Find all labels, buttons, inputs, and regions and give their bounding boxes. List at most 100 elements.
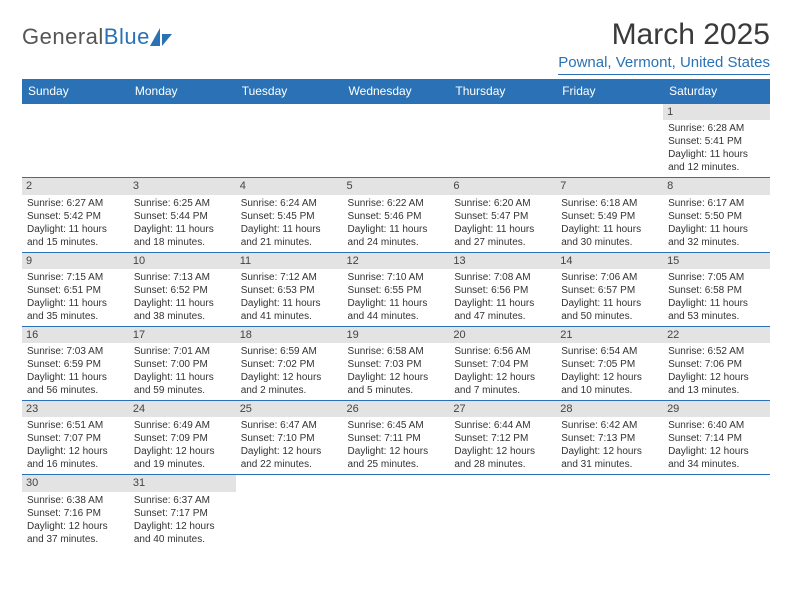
day-number: 20 [449,327,556,343]
day-info: Sunrise: 7:06 AMSunset: 6:57 PMDaylight:… [561,271,658,323]
day-number: 4 [236,178,343,194]
day-number: 17 [129,327,236,343]
empty-cell [343,104,450,178]
day-number: 23 [22,401,129,417]
logo-text: GeneralBlue [22,24,150,50]
day-number: 18 [236,327,343,343]
day-info: Sunrise: 7:01 AMSunset: 7:00 PMDaylight:… [134,345,231,397]
day-info: Sunrise: 7:05 AMSunset: 6:58 PMDaylight:… [668,271,765,323]
empty-cell [236,475,343,549]
day-header: Saturday [663,79,770,104]
day-number: 14 [556,253,663,269]
day-number: 21 [556,327,663,343]
day-number: 27 [449,401,556,417]
day-header: Friday [556,79,663,104]
day-cell: 23 Sunrise: 6:51 AMSunset: 7:07 PMDayligh… [22,401,129,475]
day-number: 3 [129,178,236,194]
day-number: 2 [22,178,129,194]
day-number: 26 [343,401,450,417]
calendar-body: 1 Sunrise: 6:28 AMSunset: 5:41 PMDaylight… [22,104,770,549]
day-info: Sunrise: 6:17 AMSunset: 5:50 PMDaylight:… [668,197,765,249]
day-cell: 12 Sunrise: 7:10 AMSunset: 6:55 PMDayligh… [343,252,450,326]
day-number: 10 [129,253,236,269]
empty-cell [449,104,556,178]
day-cell: 17 Sunrise: 7:01 AMSunset: 7:00 PMDayligh… [129,326,236,400]
day-number: 24 [129,401,236,417]
day-info: Sunrise: 6:28 AMSunset: 5:41 PMDaylight:… [668,122,765,174]
day-cell: 3 Sunrise: 6:25 AMSunset: 5:44 PMDaylight… [129,178,236,252]
day-cell: 16 Sunrise: 7:03 AMSunset: 6:59 PMDayligh… [22,326,129,400]
day-info: Sunrise: 6:27 AMSunset: 5:42 PMDaylight:… [27,197,124,249]
day-info: Sunrise: 6:25 AMSunset: 5:44 PMDaylight:… [134,197,231,249]
calendar-row: 2 Sunrise: 6:27 AMSunset: 5:42 PMDaylight… [22,178,770,252]
day-number: 8 [663,178,770,194]
day-cell: 7 Sunrise: 6:18 AMSunset: 5:49 PMDaylight… [556,178,663,252]
day-info: Sunrise: 6:40 AMSunset: 7:14 PMDaylight:… [668,419,765,471]
empty-cell [449,475,556,549]
day-number: 15 [663,253,770,269]
day-header: Thursday [449,79,556,104]
empty-cell [236,104,343,178]
day-cell: 20Sunrise: 6:56 AMSunset: 7:04 PMDayligh… [449,326,556,400]
day-number: 19 [343,327,450,343]
day-info: Sunrise: 6:20 AMSunset: 5:47 PMDaylight:… [454,197,551,249]
day-cell: 10 Sunrise: 7:13 AMSunset: 6:52 PMDayligh… [129,252,236,326]
calendar-table: SundayMondayTuesdayWednesdayThursdayFrid… [22,79,770,549]
day-number: 1 [663,104,770,120]
day-cell: 13Sunrise: 7:08 AMSunset: 6:56 PMDayligh… [449,252,556,326]
day-number: 30 [22,475,129,491]
title-block: March 2025 Pownal, Vermont, United State… [558,18,770,75]
day-cell: 29 Sunrise: 6:40 AMSunset: 7:14 PMDayligh… [663,401,770,475]
day-cell: 24Sunrise: 6:49 AMSunset: 7:09 PMDayligh… [129,401,236,475]
day-info: Sunrise: 6:18 AMSunset: 5:49 PMDaylight:… [561,197,658,249]
day-info: Sunrise: 7:10 AMSunset: 6:55 PMDaylight:… [348,271,445,323]
day-number: 9 [22,253,129,269]
day-number: 29 [663,401,770,417]
day-cell: 5Sunrise: 6:22 AMSunset: 5:46 PMDaylight… [343,178,450,252]
header: GeneralBlue March 2025 Pownal, Vermont, … [22,18,770,75]
day-info: Sunrise: 6:38 AMSunset: 7:16 PMDaylight:… [27,494,124,546]
calendar-head: SundayMondayTuesdayWednesdayThursdayFrid… [22,79,770,104]
day-info: Sunrise: 6:52 AMSunset: 7:06 PMDaylight:… [668,345,765,397]
calendar-row: 23 Sunrise: 6:51 AMSunset: 7:07 PMDayligh… [22,401,770,475]
day-number: 13 [449,253,556,269]
calendar-row: 1 Sunrise: 6:28 AMSunset: 5:41 PMDaylight… [22,104,770,178]
day-number: 6 [449,178,556,194]
day-cell: 28Sunrise: 6:42 AMSunset: 7:13 PMDayligh… [556,401,663,475]
empty-cell [22,104,129,178]
day-cell: 25Sunrise: 6:47 AMSunset: 7:10 PMDayligh… [236,401,343,475]
day-cell: 26Sunrise: 6:45 AMSunset: 7:11 PMDayligh… [343,401,450,475]
day-cell: 8 Sunrise: 6:17 AMSunset: 5:50 PMDaylight… [663,178,770,252]
day-info: Sunrise: 6:44 AMSunset: 7:12 PMDaylight:… [454,419,551,471]
day-header: Wednesday [343,79,450,104]
day-info: Sunrise: 6:51 AMSunset: 7:07 PMDaylight:… [27,419,124,471]
month-title: March 2025 [558,18,770,52]
calendar-row: 9 Sunrise: 7:15 AMSunset: 6:51 PMDaylight… [22,252,770,326]
day-cell: 4Sunrise: 6:24 AMSunset: 5:45 PMDaylight… [236,178,343,252]
day-cell: 19Sunrise: 6:58 AMSunset: 7:03 PMDayligh… [343,326,450,400]
day-info: Sunrise: 6:54 AMSunset: 7:05 PMDaylight:… [561,345,658,397]
day-info: Sunrise: 6:42 AMSunset: 7:13 PMDaylight:… [561,419,658,471]
day-info: Sunrise: 7:03 AMSunset: 6:59 PMDaylight:… [27,345,124,397]
day-cell: 27 Sunrise: 6:44 AMSunset: 7:12 PMDayligh… [449,401,556,475]
calendar-row: 16 Sunrise: 7:03 AMSunset: 6:59 PMDayligh… [22,326,770,400]
day-cell: 15 Sunrise: 7:05 AMSunset: 6:58 PMDayligh… [663,252,770,326]
day-number: 22 [663,327,770,343]
day-header: Sunday [22,79,129,104]
empty-cell [129,104,236,178]
day-cell: 14 Sunrise: 7:06 AMSunset: 6:57 PMDayligh… [556,252,663,326]
day-info: Sunrise: 7:13 AMSunset: 6:52 PMDaylight:… [134,271,231,323]
day-cell: 2 Sunrise: 6:27 AMSunset: 5:42 PMDaylight… [22,178,129,252]
day-number: 7 [556,178,663,194]
location: Pownal, Vermont, United States [558,54,770,75]
day-number: 25 [236,401,343,417]
day-number: 12 [343,253,450,269]
day-cell: 9 Sunrise: 7:15 AMSunset: 6:51 PMDaylight… [22,252,129,326]
day-info: Sunrise: 7:12 AMSunset: 6:53 PMDaylight:… [241,271,338,323]
day-cell: 1 Sunrise: 6:28 AMSunset: 5:41 PMDaylight… [663,104,770,178]
empty-cell [556,475,663,549]
day-header: Monday [129,79,236,104]
day-info: Sunrise: 6:59 AMSunset: 7:02 PMDaylight:… [241,345,338,397]
day-number: 16 [22,327,129,343]
day-info: Sunrise: 7:15 AMSunset: 6:51 PMDaylight:… [27,271,124,323]
